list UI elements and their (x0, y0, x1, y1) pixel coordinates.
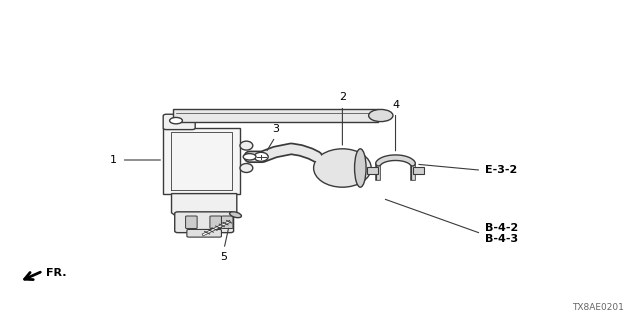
Text: B-4-2
B-4-3: B-4-2 B-4-3 (485, 223, 518, 244)
Ellipse shape (314, 149, 371, 187)
Ellipse shape (254, 152, 268, 161)
FancyBboxPatch shape (187, 229, 221, 237)
Ellipse shape (355, 149, 366, 187)
Text: E-3-2: E-3-2 (485, 165, 517, 175)
Text: 5: 5 (221, 252, 227, 261)
FancyBboxPatch shape (367, 167, 378, 174)
Text: 1: 1 (109, 155, 116, 165)
Circle shape (170, 117, 182, 124)
FancyBboxPatch shape (175, 212, 234, 233)
Circle shape (243, 154, 256, 160)
Polygon shape (173, 109, 378, 122)
FancyBboxPatch shape (163, 114, 195, 130)
Text: TX8AE0201: TX8AE0201 (572, 303, 624, 312)
FancyBboxPatch shape (210, 216, 221, 228)
FancyBboxPatch shape (413, 167, 424, 174)
Ellipse shape (230, 212, 241, 218)
Polygon shape (172, 194, 237, 221)
Text: 4: 4 (392, 100, 399, 110)
Text: FR.: FR. (46, 268, 67, 278)
Circle shape (369, 109, 393, 122)
Text: 2: 2 (339, 92, 346, 102)
Polygon shape (163, 128, 240, 194)
FancyBboxPatch shape (221, 216, 233, 228)
Ellipse shape (240, 141, 253, 150)
FancyBboxPatch shape (186, 216, 197, 228)
Text: 3: 3 (272, 124, 278, 134)
Ellipse shape (240, 164, 253, 172)
